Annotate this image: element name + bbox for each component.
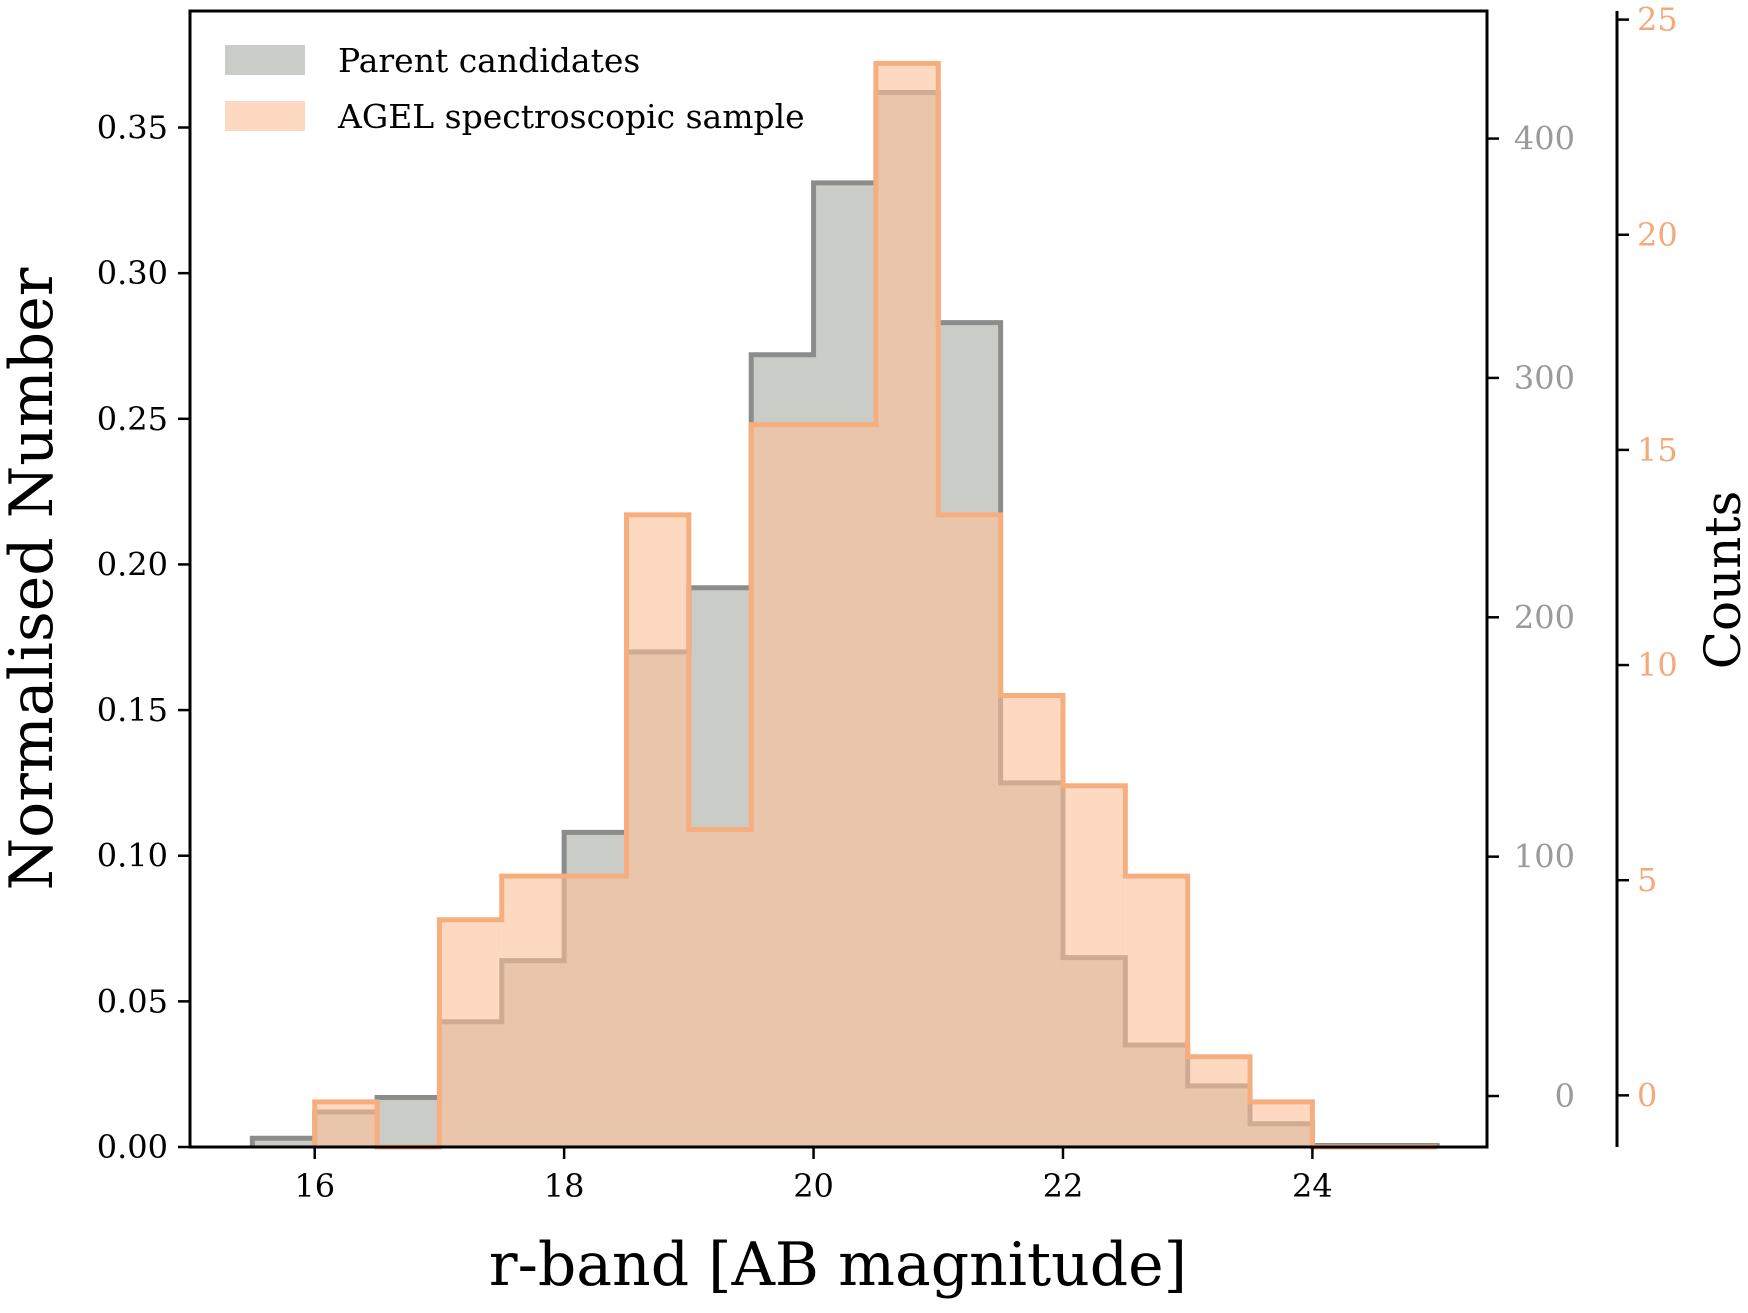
y-axis-ticks: 0.00 0.05 0.10 0.15 0.20 0.25 0.30 0.35 [97, 109, 190, 1166]
y-tick-label: 0.00 [97, 1128, 168, 1166]
right-grey-tick-label: 100 [1514, 838, 1575, 876]
right-axis-grey-ticks: 0 100 200 300 400 [1487, 120, 1575, 1115]
right-grey-tick-label: 200 [1514, 598, 1575, 636]
histogram-bar [626, 514, 689, 1147]
histogram-bar [501, 876, 565, 1147]
right-orange-tick-label: 20 [1637, 216, 1678, 254]
right-grey-tick-label: 0 [1555, 1077, 1575, 1115]
histogram-bar [1250, 1101, 1313, 1147]
x-tick-label: 16 [294, 1167, 335, 1205]
histogram-bar [813, 424, 876, 1148]
legend: Parent candidates AGEL spectroscopic sam… [225, 41, 805, 136]
y-tick-label: 0.10 [97, 837, 168, 875]
y-tick-label: 0.35 [97, 109, 168, 147]
legend-swatch-agel-spectroscopic-sample [225, 101, 305, 131]
right-orange-tick-label: 10 [1637, 646, 1678, 684]
x-axis-ticks: 16 18 20 22 24 [294, 1147, 1333, 1205]
x-axis-title: r-band [AB magnitude] [489, 1230, 1187, 1300]
right-grey-tick-label: 300 [1514, 359, 1575, 397]
right-axis-orange-ticks: 0 5 10 15 20 25 [1617, 1, 1678, 1114]
right-orange-tick-label: 5 [1637, 861, 1657, 899]
right-axis-title: Counts [1694, 491, 1748, 670]
y-tick-label: 0.15 [97, 691, 168, 729]
y-tick-label: 0.25 [97, 400, 168, 438]
histogram-bar [1000, 695, 1063, 1147]
x-tick-label: 24 [1292, 1167, 1333, 1205]
y-tick-label: 0.05 [97, 982, 168, 1020]
right-orange-tick-label: 15 [1637, 431, 1678, 469]
histogram-bar [1062, 785, 1126, 1147]
histogram-bar [564, 876, 627, 1147]
x-tick-label: 18 [544, 1167, 585, 1205]
series-1 [312, 60, 1438, 1150]
legend-label-parent-candidates: Parent candidates [338, 41, 640, 80]
histogram-bar [377, 1097, 440, 1147]
x-tick-label: 20 [793, 1167, 834, 1205]
x-tick-label: 22 [1043, 1167, 1084, 1205]
y-axis-title: Normalised Number [0, 267, 67, 890]
y-tick-label: 0.20 [97, 545, 168, 583]
y-tick-label: 0.30 [97, 254, 168, 292]
histogram-bar [875, 63, 939, 1147]
right-grey-tick-label: 400 [1514, 120, 1575, 158]
legend-label-agel-spectroscopic-sample: AGEL spectroscopic sample [337, 97, 805, 136]
histogram-bar [688, 829, 752, 1147]
histogram-bar [938, 514, 1001, 1147]
right-orange-tick-label: 25 [1637, 1, 1678, 39]
series-outline [312, 60, 1438, 1150]
bars-layer [249, 60, 1440, 1150]
histogram-bar [439, 919, 502, 1147]
histogram-bar [252, 1138, 315, 1147]
right-orange-tick-label: 0 [1637, 1076, 1657, 1114]
histogram-bar [1125, 876, 1188, 1147]
histogram-bar [1187, 1056, 1251, 1147]
legend-swatch-parent-candidates [225, 45, 305, 75]
histogram-bar [751, 424, 814, 1148]
histogram-bar [314, 1101, 378, 1147]
plot-frame [188, 9, 1489, 1149]
